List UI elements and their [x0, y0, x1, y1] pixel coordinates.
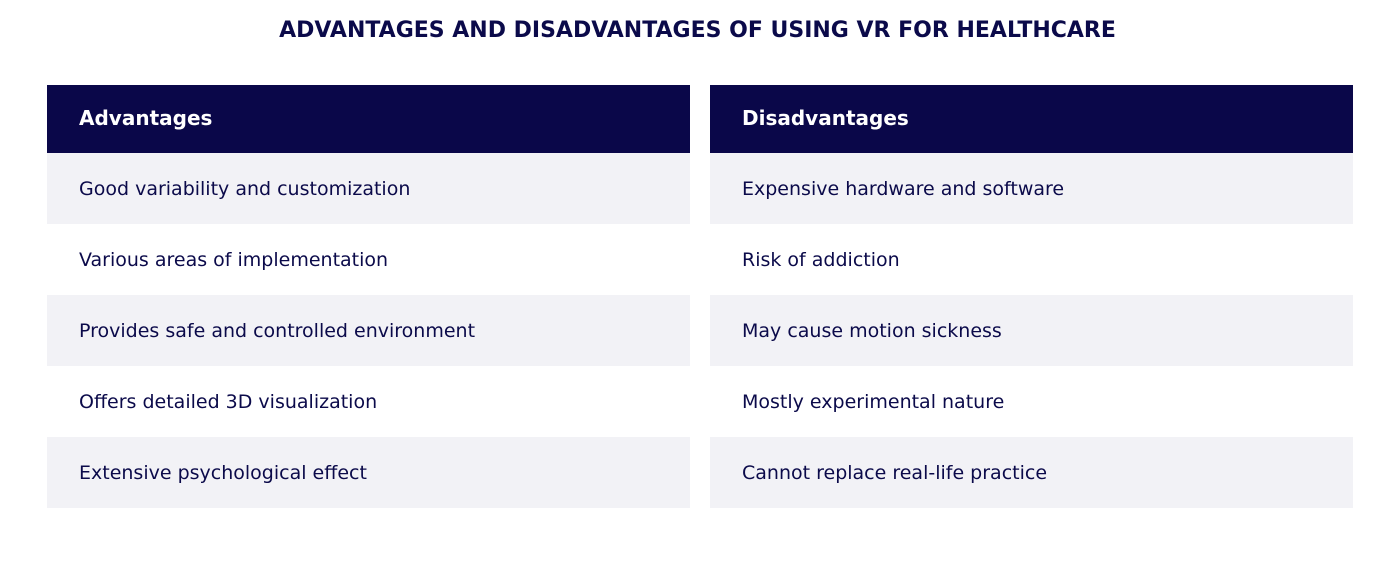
row: Extensive psychological effect	[47, 437, 690, 508]
column-header: Disadvantages	[710, 85, 1353, 153]
column: Advantages Good variability and customiza…	[47, 85, 690, 508]
row: Offers detailed 3D visualization	[79, 391, 378, 413]
column: Disadvantages Expensive hardware and soft…	[710, 85, 1353, 508]
row: Provides safe and controlled environment	[47, 295, 690, 366]
row: Risk of addiction	[742, 249, 900, 271]
row: Various areas of implementation	[79, 249, 389, 271]
row: Mostly experimental nature	[742, 391, 1005, 413]
row: Cannot replace real-life practice	[710, 437, 1353, 508]
title: ADVANTAGES AND DISADVANTAGES OF USING VR…	[279, 18, 1116, 43]
row: Expensive hardware and software	[710, 153, 1353, 224]
row: Good variability and customization	[47, 153, 690, 224]
column-header: Advantages	[47, 85, 690, 153]
row: May cause motion sickness	[710, 295, 1353, 366]
